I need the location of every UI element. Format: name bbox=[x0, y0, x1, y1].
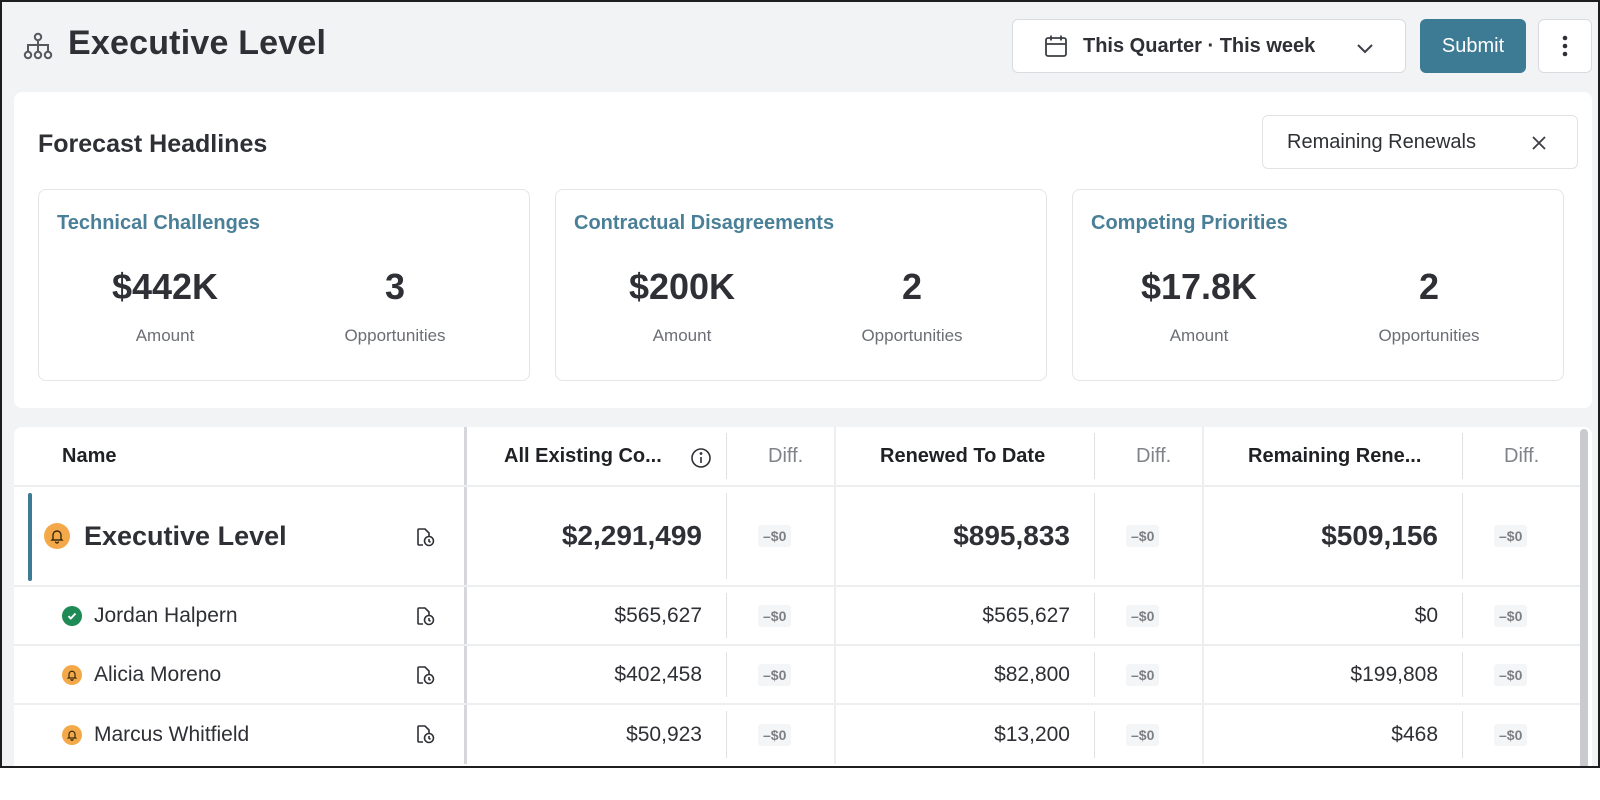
diff-badge: –$0 bbox=[1126, 525, 1160, 547]
name-cell: Jordan Halpern bbox=[62, 587, 238, 644]
remaining-value: $0 bbox=[1414, 603, 1438, 627]
selected-row-indicator bbox=[28, 493, 32, 581]
remaining-value: $468 bbox=[1391, 722, 1438, 746]
diff-badge: –$0 bbox=[1126, 663, 1160, 686]
amount-value: $17.8K bbox=[1140, 266, 1258, 307]
chevron-down-icon bbox=[1357, 44, 1373, 54]
existing-value: $565,627 bbox=[614, 603, 702, 627]
forecast-headlines-panel: Forecast Headlines Remaining Renewals Te… bbox=[14, 92, 1592, 408]
opportunities-label: Opportunities bbox=[1378, 326, 1480, 345]
card-amount: $200K Amount bbox=[572, 266, 792, 346]
more-vertical-icon bbox=[1562, 35, 1568, 57]
column-header-diff[interactable]: Diff. bbox=[1136, 444, 1172, 467]
date-range-label: This Quarter · This week bbox=[1083, 34, 1316, 57]
table-row[interactable]: Alicia Moreno $402,458 –$0 $82,800 –$0 $… bbox=[14, 646, 1580, 705]
card-title: Contractual Disagreements bbox=[574, 212, 835, 234]
diff-badge: –$0 bbox=[758, 663, 792, 686]
renewed-value: $82,800 bbox=[994, 662, 1070, 686]
opportunities-value: 3 bbox=[384, 266, 406, 307]
diff-badge: –$0 bbox=[758, 525, 792, 547]
opportunities-label: Opportunities bbox=[344, 326, 446, 345]
row-name: Executive Level bbox=[84, 520, 287, 551]
amount-value: $200K bbox=[628, 266, 736, 307]
forecast-table: Name All Existing Co... Diff. Renewed To… bbox=[14, 427, 1592, 766]
column-header-existing-label: All Existing Co... bbox=[504, 444, 662, 467]
column-header-name[interactable]: Name bbox=[62, 444, 117, 467]
filter-chip[interactable]: Remaining Renewals bbox=[1262, 115, 1578, 169]
diff-badge: –$0 bbox=[1126, 723, 1160, 746]
bell-icon bbox=[62, 664, 82, 685]
info-icon[interactable] bbox=[690, 447, 712, 469]
card-opportunities: 2 Opportunities bbox=[1319, 266, 1539, 346]
amount-label: Amount bbox=[135, 326, 195, 345]
amount-value: $442K bbox=[111, 266, 219, 307]
renewed-value: $895,833 bbox=[953, 520, 1070, 551]
date-range-selector[interactable]: This Quarter · This week bbox=[1012, 19, 1406, 73]
close-icon[interactable] bbox=[1529, 133, 1549, 153]
table-row[interactable]: Jordan Halpern $565,627 –$0 $565,627 –$0… bbox=[14, 587, 1580, 646]
forecast-headlines-title: Forecast Headlines bbox=[38, 130, 268, 158]
existing-value: $50,923 bbox=[626, 722, 702, 746]
submit-button[interactable]: Submit bbox=[1420, 19, 1526, 73]
org-chart-icon bbox=[23, 32, 53, 60]
headline-card[interactable]: Technical Challenges $442K Amount 3 Oppo… bbox=[38, 189, 530, 381]
column-header-diff[interactable]: Diff. bbox=[1504, 444, 1540, 467]
history-doc-icon[interactable] bbox=[414, 664, 436, 686]
name-cell: Marcus Whitfield bbox=[62, 705, 249, 764]
page-title: Executive Level bbox=[68, 24, 327, 62]
existing-value: $402,458 bbox=[614, 662, 702, 686]
renewed-value: $565,627 bbox=[982, 603, 1070, 627]
history-doc-icon[interactable] bbox=[414, 605, 436, 627]
bell-icon bbox=[62, 724, 82, 745]
diff-badge: –$0 bbox=[758, 604, 792, 627]
diff-badge: –$0 bbox=[1494, 604, 1528, 627]
more-options-button[interactable] bbox=[1538, 19, 1592, 73]
amount-label: Amount bbox=[1169, 326, 1229, 345]
filter-chip-label: Remaining Renewals bbox=[1287, 130, 1476, 153]
renewed-value: $13,200 bbox=[994, 722, 1070, 746]
history-doc-icon[interactable] bbox=[414, 526, 436, 548]
existing-value: $2,291,499 bbox=[561, 520, 702, 551]
table-scrollbar[interactable] bbox=[1580, 429, 1588, 766]
row-name: Marcus Whitfield bbox=[94, 722, 250, 746]
card-opportunities: 2 Opportunities bbox=[802, 266, 1022, 346]
opportunities-label: Opportunities bbox=[861, 326, 963, 345]
column-header-diff[interactable]: Diff. bbox=[768, 444, 804, 467]
card-amount: $17.8K Amount bbox=[1089, 266, 1309, 346]
card-title: Technical Challenges bbox=[57, 212, 261, 234]
name-cell: Executive Level bbox=[44, 487, 287, 585]
history-doc-icon[interactable] bbox=[414, 723, 436, 745]
calendar-icon bbox=[1045, 35, 1067, 57]
column-header-renewed[interactable]: Renewed To Date bbox=[880, 444, 1046, 467]
check-circle-icon bbox=[62, 605, 82, 626]
remaining-value: $509,156 bbox=[1321, 520, 1438, 551]
diff-badge: –$0 bbox=[758, 723, 792, 746]
card-title: Competing Priorities bbox=[1091, 212, 1288, 234]
name-cell: Alicia Moreno bbox=[62, 646, 221, 703]
diff-badge: –$0 bbox=[1494, 663, 1528, 686]
column-header-remaining[interactable]: Remaining Rene... bbox=[1248, 444, 1422, 467]
diff-badge: –$0 bbox=[1494, 525, 1528, 547]
diff-badge: –$0 bbox=[1126, 604, 1160, 627]
opportunities-value: 2 bbox=[1418, 266, 1440, 307]
row-name: Alicia Moreno bbox=[94, 662, 222, 686]
remaining-value: $199,808 bbox=[1350, 662, 1438, 686]
card-amount: $442K Amount bbox=[55, 266, 275, 346]
card-opportunities: 3 Opportunities bbox=[285, 266, 505, 346]
column-header-existing[interactable]: All Existing Co... bbox=[504, 427, 684, 485]
bell-icon bbox=[44, 523, 70, 549]
opportunities-value: 2 bbox=[901, 266, 923, 307]
amount-label: Amount bbox=[652, 326, 712, 345]
row-name: Jordan Halpern bbox=[94, 603, 238, 627]
table-row[interactable]: Marcus Whitfield $50,923 –$0 $13,200 –$0… bbox=[14, 705, 1580, 764]
diff-badge: –$0 bbox=[1494, 723, 1528, 746]
headline-card[interactable]: Competing Priorities $17.8K Amount 2 Opp… bbox=[1072, 189, 1564, 381]
table-row[interactable]: Executive Level $2,291,499 –$0 $895,833 … bbox=[14, 487, 1580, 587]
app-window: Executive Level This Quarter · This week… bbox=[0, 0, 1600, 768]
headline-card[interactable]: Contractual Disagreements $200K Amount 2… bbox=[555, 189, 1047, 381]
table-header-row: Name All Existing Co... Diff. Renewed To… bbox=[14, 427, 1580, 487]
page-header: Executive Level This Quarter · This week… bbox=[2, 2, 1598, 90]
